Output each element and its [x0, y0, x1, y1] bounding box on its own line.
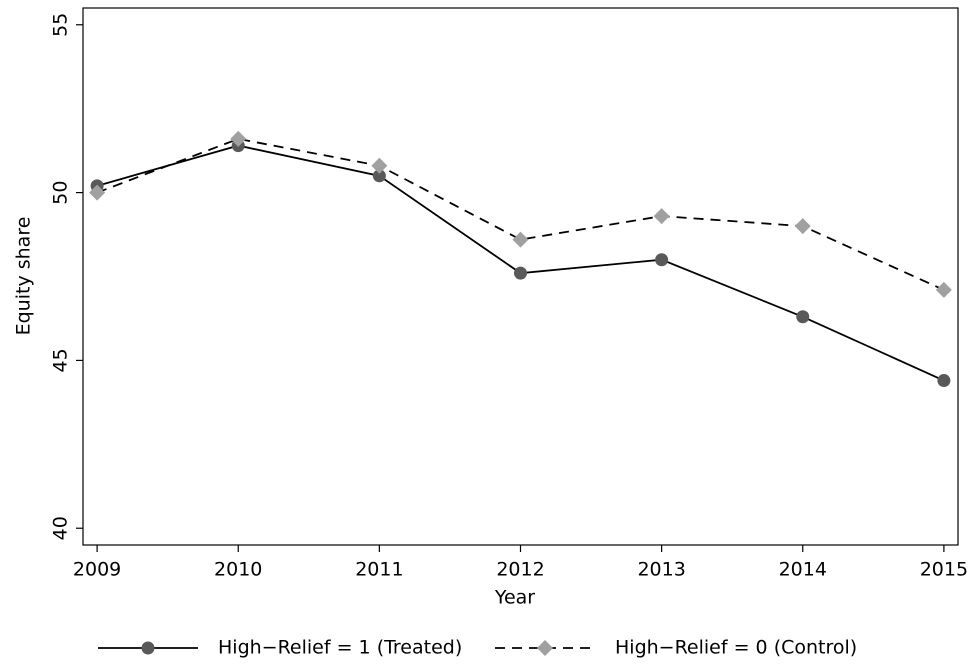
legend-marker [537, 640, 553, 656]
marker [796, 310, 810, 324]
marker [937, 374, 951, 388]
marker [512, 231, 529, 248]
marker [230, 130, 247, 147]
x-tick-label: 2015 [920, 559, 968, 581]
legend-label: High−Relief = 1 (Treated) [218, 637, 462, 659]
x-tick-label: 2009 [73, 559, 121, 581]
y-axis-title: Equity share [13, 217, 35, 336]
x-axis-title: Year [494, 587, 535, 609]
legend-marker [141, 641, 155, 655]
marker [794, 218, 811, 235]
marker [372, 169, 386, 183]
marker [655, 253, 669, 267]
x-tick-label: 2010 [214, 559, 262, 581]
marker [89, 184, 106, 201]
marker [653, 208, 670, 225]
series-line [96, 144, 945, 382]
marker [514, 266, 527, 280]
y-tick-label: 50 [50, 181, 72, 205]
x-tick-label: 2012 [496, 559, 544, 581]
y-tick-label: 45 [50, 348, 72, 372]
x-tick-label: 2014 [779, 559, 827, 581]
x-tick-label: 2013 [637, 559, 685, 581]
legend-label: High−Relief = 0 (Control) [615, 637, 857, 659]
y-tick-label: 40 [50, 516, 72, 540]
marker [935, 281, 952, 298]
marker [371, 157, 388, 174]
y-tick-label: 55 [50, 13, 72, 37]
x-tick-label: 2011 [355, 559, 403, 581]
